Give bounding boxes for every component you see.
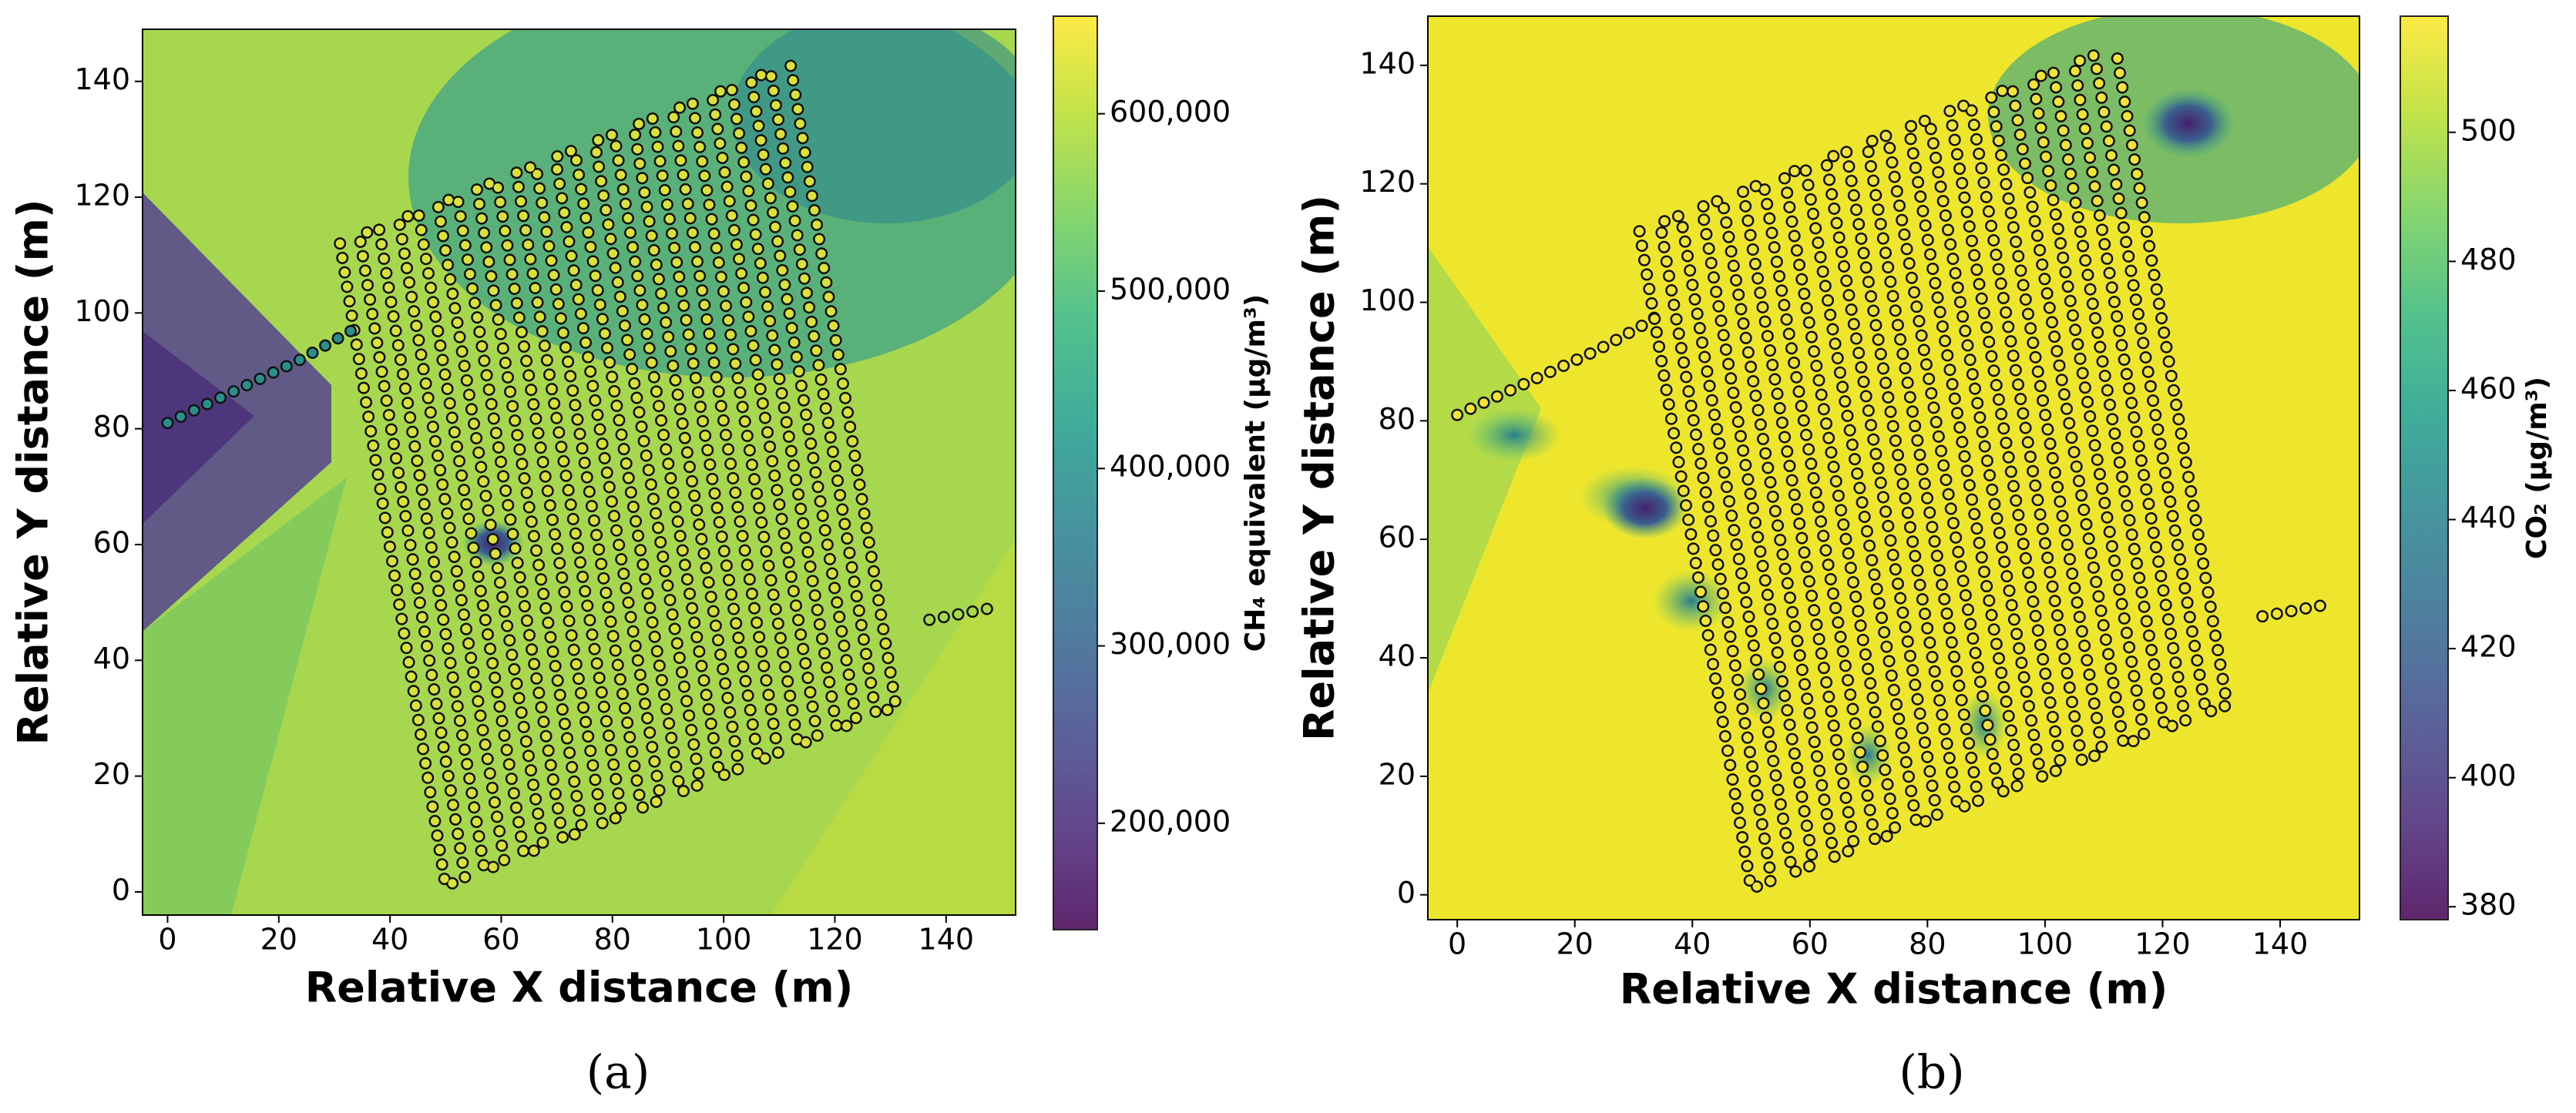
x-tick-label: 120 — [2134, 927, 2191, 961]
y-tick-label: 60 — [93, 525, 130, 559]
caption: (a) — [586, 1046, 650, 1100]
x-axis-label: Relative X distance (m) — [305, 964, 854, 1012]
x-tick-label: 60 — [1792, 927, 1829, 961]
y-axis-label: Relative Y distance (m) — [1295, 195, 1344, 741]
colorbar-tick-label: 200,000 — [1110, 804, 1231, 838]
y-tick-label: 20 — [1379, 757, 1416, 791]
y-axis-label: Relative Y distance (m) — [9, 199, 58, 745]
path-points — [2258, 600, 2332, 621]
x-tick-label: 20 — [260, 923, 297, 957]
colorbar-label: CH₄ equivalent (µg/m³) — [1240, 294, 1271, 652]
y-tick-label: 140 — [1359, 46, 1416, 80]
path-points — [925, 604, 996, 625]
y-tick-label: 100 — [1359, 283, 1416, 317]
y-tick-label: 0 — [112, 873, 130, 907]
colorbar-tick-label: 500,000 — [1110, 272, 1231, 306]
x-axis-label: Relative X distance (m) — [1620, 965, 2168, 1014]
flight-path — [1451, 41, 2334, 898]
colorbar-tick-label: 460 — [2460, 371, 2517, 405]
x-tick-label: 60 — [482, 923, 519, 957]
y-tick-label: 0 — [1397, 876, 1416, 910]
colorbar-tick-label: 480 — [2460, 243, 2517, 277]
y-tick-label: 100 — [74, 294, 130, 328]
y-tick-label: 140 — [74, 62, 130, 96]
colorbar-tick-label: 440 — [2460, 501, 2517, 535]
y-tick-label: 80 — [93, 410, 130, 444]
colorbar — [2400, 15, 2449, 920]
y-tick-label: 80 — [1379, 402, 1416, 436]
x-tick-label: 20 — [1557, 927, 1594, 961]
y-tick-label: 120 — [1359, 165, 1416, 199]
colorbar-tick-label: 400 — [2460, 759, 2517, 793]
plot-frame — [1427, 15, 2360, 920]
colorbar-tick-label: 500 — [2460, 113, 2517, 147]
path-outline — [334, 58, 903, 895]
colorbar-tick-label: 380 — [2460, 888, 2517, 922]
colorbar-tick-label: 400,000 — [1110, 450, 1231, 484]
y-tick-label: 60 — [1379, 521, 1416, 555]
colorbar-tick-label: 600,000 — [1110, 95, 1231, 129]
x-tick-label: 40 — [371, 923, 408, 957]
path-points — [1453, 310, 1668, 420]
x-tick-label: 100 — [2017, 927, 2074, 961]
colorbar-tick-label: 300,000 — [1110, 627, 1231, 661]
x-tick-label: 120 — [807, 923, 863, 957]
path-points — [1635, 43, 2232, 895]
x-tick-label: 80 — [1909, 927, 1946, 961]
plot-frame — [142, 28, 1016, 916]
flight-path — [161, 58, 997, 895]
x-tick-label: 40 — [1674, 927, 1711, 961]
x-tick-label: 80 — [594, 923, 631, 957]
y-tick-label: 120 — [74, 178, 130, 212]
caption: (b) — [1899, 1046, 1964, 1100]
y-tick-label: 20 — [93, 757, 130, 791]
x-tick-label: 0 — [158, 923, 176, 957]
colorbar — [1053, 15, 1098, 930]
x-tick-label: 140 — [919, 923, 975, 957]
colorbar-tick-label: 420 — [2460, 630, 2517, 664]
colorbar-label: CO₂ (µg/m³) — [2521, 377, 2553, 559]
y-tick-label: 40 — [93, 642, 130, 676]
x-tick-label: 0 — [1448, 927, 1466, 961]
y-tick-label: 40 — [1379, 639, 1416, 673]
x-tick-label: 100 — [696, 923, 752, 957]
x-tick-label: 140 — [2252, 927, 2309, 961]
